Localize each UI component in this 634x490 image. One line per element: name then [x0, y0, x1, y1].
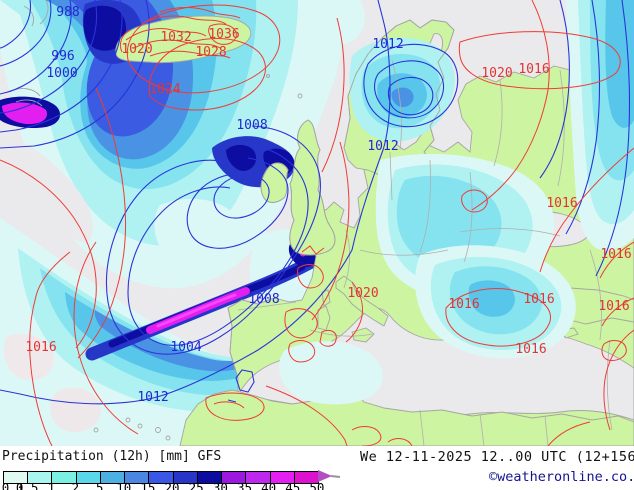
scale-segment — [76, 472, 101, 483]
pressure-label: 1012 — [137, 390, 168, 405]
contours-red — [0, 0, 634, 446]
legend-title: Precipitation (12h) [mm] GFS — [2, 449, 222, 464]
land-iceland — [115, 15, 252, 64]
pressure-label: 996 — [51, 49, 74, 64]
pressure-label: 1024 — [149, 82, 180, 97]
scale-segment — [173, 472, 198, 483]
pressure-label: 1000 — [46, 66, 77, 81]
scale-tick: 10 — [116, 480, 132, 490]
scale-segment — [197, 472, 223, 483]
pressure-label: 1016 — [515, 342, 546, 357]
scale-segment — [52, 472, 77, 483]
coastline-overlays — [9, 0, 455, 441]
scale-tick: 40 — [261, 480, 277, 490]
pressure-label: 1016 — [598, 299, 629, 314]
country-borders — [237, 59, 613, 446]
scale-ticks: 0.1 0.5 1 2 5 10 15 20 25 30 35 40 45 50 — [0, 480, 340, 490]
forecast-datetime: We 12-11-2025 12..00 UTC (12+156 — [360, 449, 634, 465]
scale-tick: 25 — [188, 480, 204, 490]
copyright-text: ©weatheronline.co.uk — [489, 469, 634, 485]
pressure-label: 1012 — [367, 139, 398, 154]
scale-segment — [270, 472, 295, 483]
pressure-label: 1008 — [248, 292, 279, 307]
scale-segment — [222, 472, 247, 483]
pressure-label: 1016 — [518, 62, 549, 77]
pressure-label: 1016 — [448, 297, 479, 312]
scale-segment — [246, 472, 271, 483]
pressure-label: 1032 — [160, 30, 191, 45]
pressure-label: 1004 — [170, 340, 201, 355]
scale-tick: 1 — [47, 480, 56, 490]
pressure-label: 1008 — [236, 118, 267, 133]
scale-segment — [100, 472, 126, 483]
weather-map: 988 996 1000 1020 1032 1036 1028 1024 1008 1012 10… — [0, 0, 634, 446]
scale-tick: 5 — [95, 480, 104, 490]
scale-tick: 20 — [164, 480, 180, 490]
color-scale-bar — [3, 471, 319, 484]
scale-tick: 35 — [236, 480, 253, 490]
scale-tick: 50 — [309, 480, 325, 490]
pressure-label: 1020 — [481, 66, 512, 81]
pressure-label: 1028 — [195, 45, 226, 60]
pressure-label: 1016 — [25, 340, 56, 355]
pressure-label: 1016 — [523, 292, 554, 307]
pressure-label: 1020 — [121, 42, 152, 57]
pressure-label: 1016 — [600, 247, 631, 262]
pressure-labels: 988 996 1000 1020 1032 1036 1028 1024 1008 1012 10… — [25, 5, 631, 405]
scale-segment — [4, 472, 29, 483]
pressure-label: 1016 — [546, 196, 577, 211]
pressure-label: 1036 — [208, 27, 239, 42]
pressure-label: 1012 — [372, 37, 403, 52]
scale-segment — [294, 472, 319, 483]
precipitation-east — [279, 0, 634, 405]
pressure-label: 1020 — [347, 286, 378, 301]
scale-tick: 15 — [140, 480, 156, 490]
scale-overflow-arrow — [318, 470, 341, 482]
scale-tick: 45 — [285, 480, 301, 490]
weather-map-svg: 988 996 1000 1020 1032 1036 1028 1024 1008 1012 10… — [0, 0, 634, 446]
scale-segment — [149, 472, 174, 483]
scale-tick: 2 — [71, 480, 80, 490]
scale-tick: 30 — [212, 480, 228, 490]
scale-tick: 0.5 — [15, 480, 39, 490]
pressure-label: 988 — [56, 5, 79, 20]
scale-segment — [28, 472, 53, 483]
scale-tick: 0.1 — [1, 480, 25, 490]
scale-segment — [125, 472, 150, 483]
